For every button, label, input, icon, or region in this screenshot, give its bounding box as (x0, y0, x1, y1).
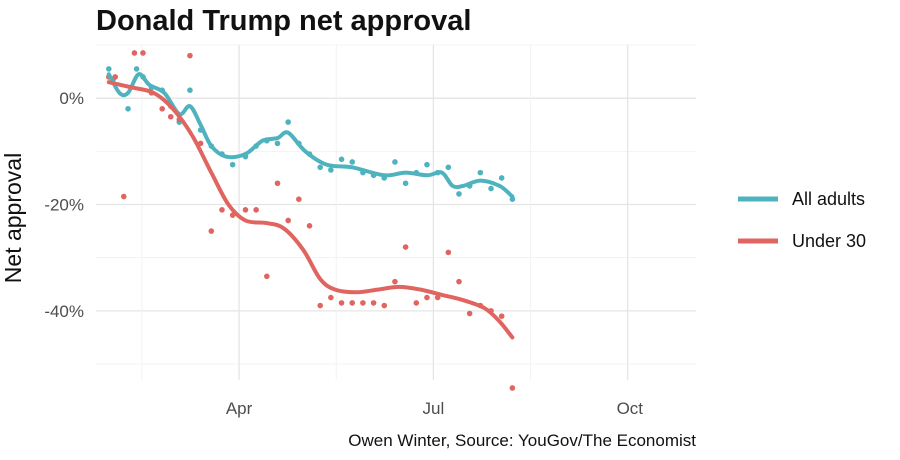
data-point-under-30 (498, 313, 505, 319)
x-tick-label: Jul (422, 399, 444, 418)
data-point-under-30 (187, 52, 193, 59)
data-point-under-30 (219, 207, 225, 213)
legend-label-under-30: Under 30 (792, 231, 866, 251)
data-point-under-30 (140, 50, 146, 56)
data-point-all-adults (338, 156, 345, 163)
data-point-all-adults (317, 164, 323, 171)
data-point-under-30 (328, 294, 334, 301)
data-point-under-30 (360, 300, 366, 306)
data-point-under-30 (285, 217, 291, 224)
data-point-under-30 (167, 113, 174, 120)
data-point-all-adults (187, 87, 193, 93)
data-point-under-30 (296, 196, 302, 203)
data-point-under-30 (306, 222, 313, 229)
data-point-under-30 (413, 300, 420, 306)
data-point-all-adults (445, 164, 452, 171)
data-point-all-adults (498, 175, 505, 181)
data-point-all-adults (402, 180, 409, 187)
data-point-under-30 (509, 385, 516, 391)
data-point-under-30 (274, 180, 281, 187)
data-point-under-30 (466, 310, 473, 317)
x-tick-label: Apr (226, 399, 253, 418)
data-point-under-30 (264, 273, 270, 280)
y-tick-label: -20% (44, 196, 84, 215)
data-point-all-adults (477, 169, 484, 176)
data-point-under-30 (349, 300, 356, 306)
x-axis-tick-labels: Apr Jul Oct (226, 399, 643, 418)
trend-line-all-adults (106, 72, 515, 199)
data-point-under-30 (317, 302, 323, 309)
data-point-under-30 (445, 249, 452, 256)
legend-label-all-adults: All adults (792, 189, 865, 209)
y-axis-tick-labels: 0% -20% -40% (44, 89, 84, 321)
data-point-under-30 (370, 300, 377, 306)
chart-caption: Owen Winter, Source: YouGov/The Economis… (348, 431, 696, 450)
data-point-under-30 (253, 207, 259, 213)
data-point-all-adults (285, 119, 291, 125)
data-point-all-adults (349, 159, 356, 165)
data-point-all-adults (392, 159, 398, 165)
grid-lines (96, 44, 696, 380)
series-points-under-30 (106, 50, 516, 391)
data-point-under-30 (159, 106, 165, 112)
data-point-under-30 (392, 278, 398, 285)
data-point-under-30 (112, 74, 119, 80)
trend-line-under-30 (106, 80, 515, 340)
data-point-under-30 (381, 302, 388, 309)
data-point-all-adults (328, 167, 334, 173)
data-point-under-30 (120, 193, 127, 200)
y-tick-label: -40% (44, 302, 84, 321)
data-point-all-adults (133, 66, 140, 72)
series-layer (106, 50, 516, 391)
data-point-all-adults (125, 106, 131, 112)
data-point-under-30 (456, 278, 462, 285)
data-point-under-30 (131, 50, 138, 56)
data-point-under-30 (338, 300, 345, 306)
data-point-all-adults (424, 161, 430, 168)
data-point-under-30 (424, 294, 430, 301)
data-point-all-adults (106, 66, 112, 72)
legend: All adults Under 30 (738, 189, 866, 251)
data-point-all-adults (456, 191, 462, 197)
data-point-under-30 (402, 244, 409, 250)
data-point-all-adults (274, 140, 281, 147)
data-point-under-30 (242, 207, 249, 213)
y-tick-label: 0% (59, 89, 84, 108)
data-point-under-30 (208, 228, 215, 234)
data-point-all-adults (229, 161, 236, 168)
y-axis-label: Net approval (0, 153, 26, 283)
chart-title: Donald Trump net approval (96, 5, 471, 37)
x-tick-label: Oct (617, 399, 644, 418)
data-point-all-adults (488, 185, 494, 192)
